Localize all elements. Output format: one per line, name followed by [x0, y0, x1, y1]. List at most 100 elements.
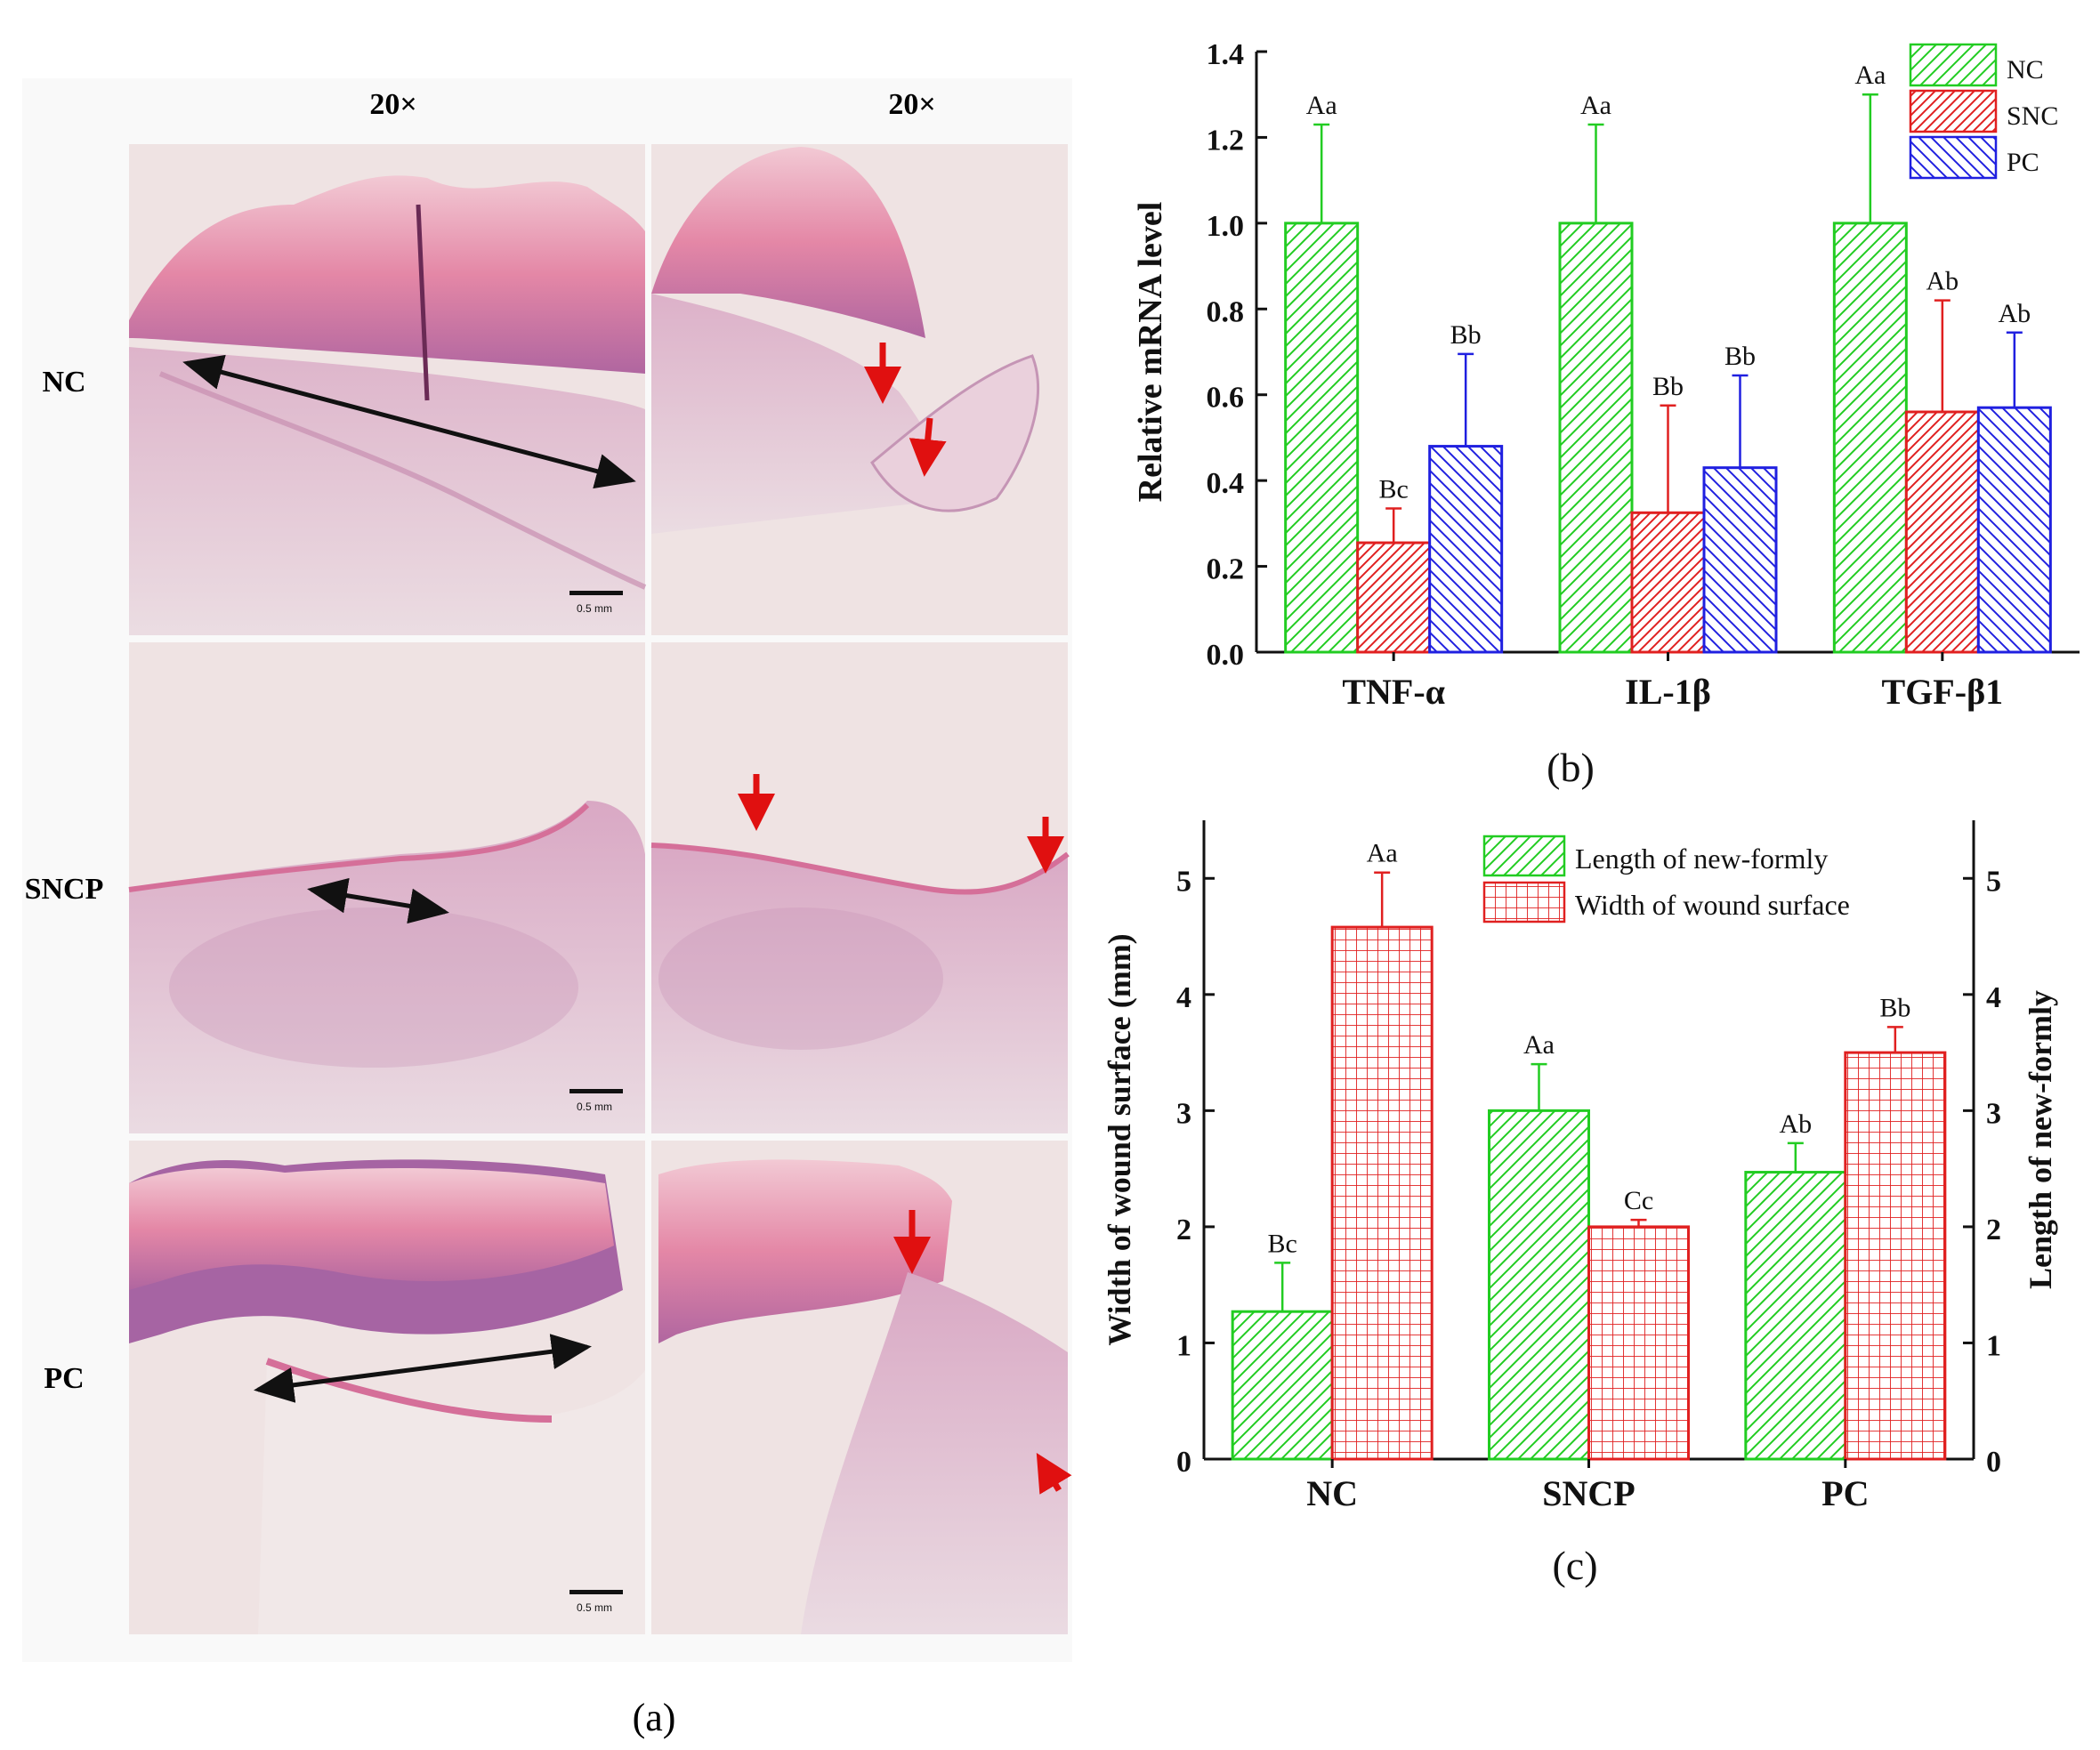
legend-swatch-pc: [1909, 135, 1998, 180]
bar-width-of-wound-surface-sncp: [1587, 1225, 1690, 1461]
scale-bar-label: 0.5 mm: [577, 1601, 612, 1614]
column-label-right: 20×: [888, 88, 935, 121]
significance-label-width-of-wound-surface-sncp: Cc: [1624, 1186, 1653, 1215]
red-arrow-marker: [1036, 1452, 1072, 1495]
bar-nc-tnf: [1284, 222, 1360, 654]
bar-pc-tnf: [1428, 445, 1504, 654]
legend-swatch-length-of-new-formly: [1482, 835, 1566, 877]
row-label-pc: PC: [44, 1362, 84, 1395]
micrograph-pc-right: [651, 1141, 1072, 1634]
scale-bar: [569, 1089, 623, 1093]
legend-label-length-of-new-formly: Length of new-formly: [1575, 843, 1828, 875]
significance-label-length-of-new-formly-pc: Ab: [1779, 1109, 1812, 1139]
significance-label-snc-tnf: Bc: [1379, 474, 1409, 504]
panel-caption: (c): [1552, 1543, 1597, 1588]
bar-snc-il-1: [1630, 511, 1706, 654]
legend: NC SNC PC: [1909, 43, 2058, 180]
significance-label-length-of-new-formly-sncp: Aa: [1523, 1030, 1555, 1060]
x-tick-label-tgf-1: TGF-β1: [1882, 672, 2004, 712]
y-tick-label: 3: [1176, 1097, 1191, 1130]
significance-label-length-of-new-formly-nc: Bc: [1268, 1229, 1297, 1258]
scale-bar: [569, 591, 623, 595]
significance-label-nc-il-1: Aa: [1580, 91, 1611, 120]
legend-label-nc: NC: [2007, 55, 2044, 85]
wound-width-arrow: [254, 1334, 592, 1403]
y-tick-label: 0: [1176, 1446, 1191, 1479]
y-tick-label-right: 1: [1986, 1329, 2001, 1362]
bar-snc-tnf: [1356, 541, 1432, 654]
micrograph-sncp-left: 0.5 mm: [128, 642, 645, 1133]
y-tick-label-right: 2: [1986, 1214, 2001, 1246]
bar-nc-il-1: [1558, 222, 1634, 654]
y-tick-label: 0.6: [1207, 382, 1245, 415]
y-tick-label: 5: [1176, 865, 1191, 898]
bar-width-of-wound-surface-nc: [1330, 925, 1434, 1461]
y-tick-label-right: 3: [1986, 1097, 2001, 1130]
legend-label-snc: SNC: [2007, 101, 2058, 131]
y-tick-label: 0.4: [1207, 467, 1245, 500]
x-tick-label-il-1: IL-1β: [1625, 672, 1711, 712]
significance-label-snc-tgf-1: Ab: [1926, 267, 1959, 296]
scale-bar: [569, 1590, 623, 1594]
bar-width-of-wound-surface-pc: [1844, 1051, 1947, 1461]
panel-b-chart: 0.0 0.2 0.4 0.6 0.8 1.0 1.2 1.4 Relative mRNA le…: [1132, 38, 2080, 790]
micrograph-pc-left: 0.5 mm: [129, 1141, 645, 1634]
y-axis-label-right: Length of new-formly: [2023, 990, 2058, 1289]
row-label-nc: NC: [42, 366, 85, 399]
y-axis-label: Width of wound surface (mm): [1102, 933, 1137, 1345]
bar-length-of-new-formly-sncp: [1488, 1109, 1590, 1461]
panel-a-micrographs: 20× 20× NC SNCP PC 0.5 mm: [22, 78, 1072, 1739]
panel-c-chart: 0 1 2 3 4 5 0 1 2 3 4 5 Width of wound surface (mm) L…: [1102, 820, 2058, 1588]
bar-pc-tgf-1: [1976, 406, 2052, 654]
micrograph-sncp-right: [650, 642, 1070, 1133]
legend-label-pc: PC: [2007, 148, 2039, 177]
legend-label-width-of-wound-surface: Width of wound surface: [1575, 889, 1850, 921]
bar-length-of-new-formly-pc: [1744, 1171, 1847, 1461]
panel-caption: (b): [1547, 745, 1595, 790]
micrograph-nc-left: 0.5 mm: [129, 144, 647, 635]
bar-snc-tgf-1: [1904, 410, 1980, 654]
legend: Length of new-formly Width of wound surfa…: [1482, 835, 1850, 923]
scale-bar-label: 0.5 mm: [577, 602, 612, 615]
y-tick-label-right: 0: [1986, 1446, 2001, 1479]
significance-label-pc-il-1: Bb: [1724, 342, 1756, 371]
y-tick-label: 4: [1176, 981, 1191, 1014]
bar-pc-il-1: [1702, 466, 1778, 654]
x-tick-label-sncp: SNCP: [1542, 1473, 1635, 1513]
significance-label-snc-il-1: Bb: [1652, 372, 1684, 401]
panel-a-caption: (a): [633, 1696, 676, 1739]
scale-bar-label: 0.5 mm: [577, 1101, 612, 1113]
y-tick-label: 1: [1176, 1329, 1191, 1362]
bar-nc-tgf-1: [1832, 222, 1908, 654]
significance-label-width-of-wound-surface-nc: Aa: [1367, 839, 1398, 868]
y-tick-label: 0.0: [1207, 639, 1245, 672]
x-tick-label-tnf: TNF-α: [1342, 672, 1445, 712]
y-tick-label: 0.2: [1207, 553, 1245, 586]
bar-length-of-new-formly-nc: [1231, 1310, 1334, 1461]
significance-label-width-of-wound-surface-pc: Bb: [1879, 993, 1910, 1022]
significance-label-pc-tgf-1: Ab: [1998, 299, 2031, 328]
y-tick-label: 1.2: [1207, 124, 1245, 157]
y-tick-label: 2: [1176, 1214, 1191, 1246]
x-tick-label-pc: PC: [1821, 1473, 1869, 1513]
micrograph-nc-right: [651, 144, 1068, 635]
y-axis-label: Relative mRNA level: [1132, 202, 1169, 503]
wound-width-arrow: [182, 354, 636, 489]
significance-label-nc-tgf-1: Aa: [1854, 60, 1886, 90]
significance-label-pc-tnf: Bb: [1450, 320, 1482, 350]
legend-swatch-width-of-wound-surface: [1482, 881, 1566, 923]
column-label-left: 20×: [369, 88, 416, 121]
legend-swatch-snc: [1909, 89, 1998, 133]
y-tick-label: 1.4: [1207, 38, 1245, 71]
y-tick-label-right: 4: [1986, 981, 2001, 1014]
y-tick-label: 1.0: [1207, 210, 1245, 243]
legend-swatch-nc: [1909, 43, 1998, 87]
x-tick-label-nc: NC: [1306, 1473, 1358, 1513]
row-label-sncp: SNCP: [25, 873, 104, 906]
significance-label-nc-tnf: Aa: [1306, 91, 1337, 120]
red-arrow-marker: [909, 417, 947, 477]
y-tick-label-right: 5: [1986, 865, 2001, 898]
wound-width-arrow: [307, 877, 449, 924]
y-tick-label: 0.8: [1207, 295, 1245, 328]
